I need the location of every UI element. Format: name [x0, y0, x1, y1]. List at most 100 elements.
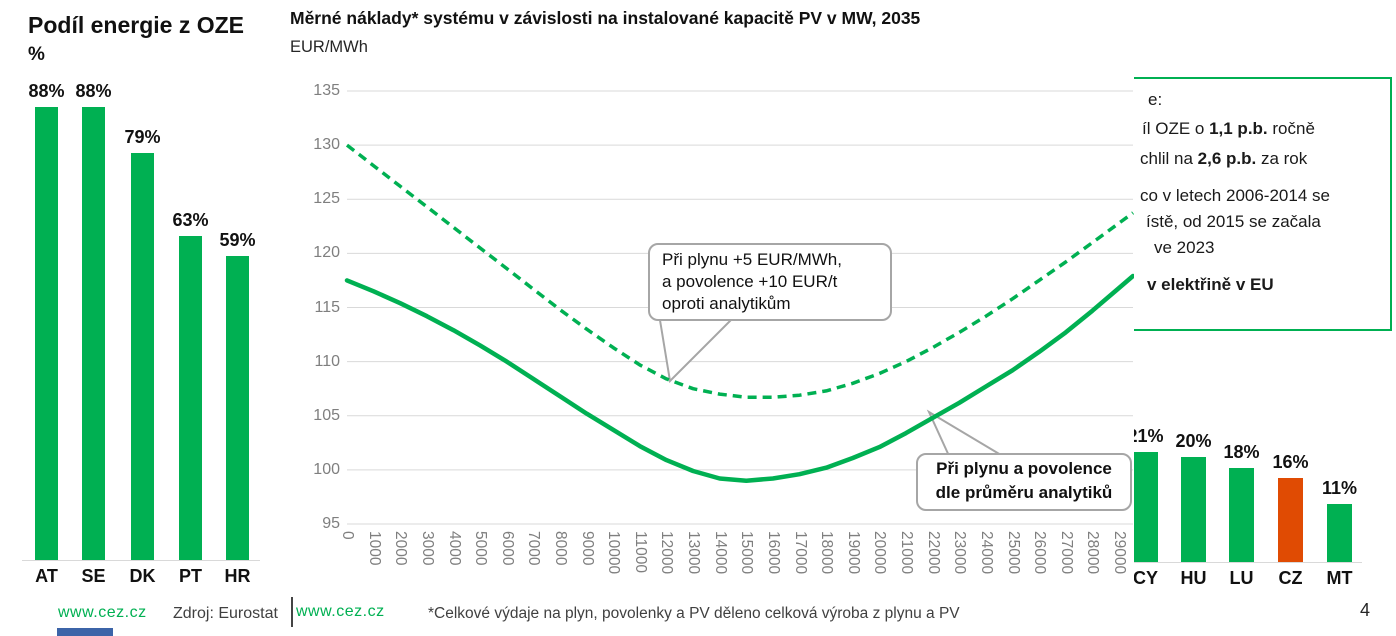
infobox-text-segment: ročně	[1267, 119, 1315, 138]
right-chart-baseline	[1118, 562, 1362, 563]
callout-solid-series: Při plynu a povolence dle průměru analyti…	[916, 453, 1132, 511]
y-tick-label: 115	[314, 299, 340, 316]
infobox-text-segment: v elektřině v EU	[1147, 275, 1274, 294]
infobox-line: co v letech 2006-2014 se	[1140, 186, 1330, 206]
main-chart-unit: EUR/MWh	[290, 38, 368, 56]
x-tick-label: 23000	[951, 531, 969, 575]
bar-value-label: 11%	[1321, 478, 1358, 498]
x-tick-label: 3000	[418, 531, 436, 566]
callout-text-line: oproti analytikům	[662, 294, 791, 313]
y-tick-label: 125	[313, 190, 340, 207]
x-tick-label: 26000	[1031, 531, 1049, 575]
main-chart-title: Měrné náklady* systému v závislosti na i…	[290, 8, 921, 28]
x-tick-label: 13000	[685, 531, 703, 575]
x-tick-label: 18000	[818, 531, 836, 575]
bar-category-label: PT	[178, 566, 202, 586]
y-tick-label: 100	[313, 461, 340, 478]
main-chart-canvas: Měrné náklady* systému v závislosti na i…	[288, 0, 1134, 636]
object-edge-cursor	[291, 597, 293, 627]
infobox-text-segment: za rok	[1256, 149, 1308, 168]
x-tick-label: 21000	[898, 531, 915, 575]
callout-text-line: Při plynu +5 EUR/MWh,	[662, 250, 842, 269]
left-chart-title: Podíl energie z OZE	[28, 12, 244, 38]
bar-value-label: 18%	[1223, 442, 1260, 462]
infobox-line: ve 2023	[1154, 238, 1215, 258]
bar-value-label: 20%	[1175, 431, 1212, 451]
y-tick-label: 110	[314, 353, 340, 370]
callout-text-line: Při plynu a povolence	[936, 459, 1112, 478]
infobox-line: e:	[1148, 90, 1162, 110]
y-tick-label: 135	[313, 82, 340, 99]
x-tick-label: 6000	[498, 531, 516, 566]
bar-value-label: 63%	[172, 210, 209, 230]
x-tick-label: 16000	[764, 531, 782, 575]
bar-category-label: SE	[81, 566, 106, 586]
bar-category-label: MT	[1326, 568, 1353, 588]
bar-category-label: CY	[1132, 568, 1158, 588]
bar-value-label: 88%	[28, 81, 65, 101]
page-number: 4	[1360, 600, 1371, 620]
bar-CZ	[1278, 478, 1303, 562]
infobox-text-segment: 2,6 p.b.	[1197, 149, 1257, 168]
x-tick-label: 29000	[1111, 531, 1128, 575]
bar-MT	[1327, 504, 1352, 562]
bar-category-label: CZ	[1278, 568, 1303, 588]
x-tick-label: 9000	[578, 531, 596, 566]
x-tick-label: 25000	[1004, 531, 1022, 575]
y-tick-label: 120	[313, 244, 340, 261]
bar-HU	[1181, 457, 1206, 562]
x-tick-label: 5000	[472, 531, 490, 566]
left-footer-link[interactable]: www.cez.cz	[58, 604, 147, 621]
bar-AT	[35, 107, 58, 560]
x-tick-label: 8000	[552, 531, 569, 566]
x-tick-label: 22000	[924, 531, 942, 575]
x-tick-label: 2000	[392, 531, 410, 566]
y-tick-label: 105	[313, 407, 340, 424]
infobox-line: v elektřině v EU	[1147, 275, 1274, 295]
left-chart-baseline	[22, 560, 260, 561]
infobox-text-segment: íl OZE o	[1142, 119, 1210, 138]
infobox-line: íl OZE o 1,1 p.b. ročně	[1142, 119, 1315, 139]
bar-value-label: 79%	[124, 127, 161, 147]
bar-DK	[131, 153, 154, 560]
x-tick-label: 15000	[738, 531, 756, 575]
y-tick-label: 130	[313, 136, 340, 153]
infobox-text-segment: ve 2023	[1154, 238, 1215, 257]
infobox-text-segment: 1,1 p.b.	[1209, 119, 1268, 138]
infobox-line: ístě, od 2015 se začala	[1146, 212, 1321, 232]
bar-category-label: AT	[35, 566, 58, 586]
x-tick-label: 14000	[711, 531, 729, 575]
footer-blue-bar	[57, 628, 113, 636]
bar-PT	[179, 236, 202, 560]
x-tick-label: 28000	[1084, 531, 1102, 575]
y-tick-label: 95	[322, 515, 340, 532]
callout-dashed-series: Při plynu +5 EUR/MWh, a povolence +10 EUR…	[648, 243, 892, 321]
x-tick-label: 19000	[844, 531, 862, 575]
bar-value-label: 88%	[75, 81, 112, 101]
x-tick-label: 17000	[791, 531, 809, 575]
x-tick-label: 11000	[631, 531, 649, 573]
infobox-text-segment: chlil na	[1140, 149, 1198, 168]
x-tick-label: 12000	[658, 531, 676, 575]
left-footer-source: Zdroj: Eurostat	[173, 605, 278, 622]
callout-text-line: dle průměru analytiků	[935, 483, 1113, 502]
bar-value-label: 21%	[1127, 426, 1164, 446]
left-chart-unit: %	[28, 44, 45, 65]
x-tick-label: 4000	[445, 531, 463, 566]
main-footer-link[interactable]: www.cez.cz	[296, 603, 385, 620]
bar-category-label: LU	[1229, 568, 1254, 588]
callout-solid-pointer	[926, 409, 1010, 459]
bar-category-label: HR	[224, 566, 251, 586]
bar-category-label: HU	[1180, 568, 1207, 588]
x-tick-label: 7000	[525, 531, 543, 566]
x-tick-label: 24000	[977, 531, 995, 575]
infobox-line: chlil na 2,6 p.b. za rok	[1140, 149, 1307, 169]
infobox-text-segment: co v letech 2006-2014 se	[1140, 186, 1330, 205]
bar-category-label: DK	[129, 566, 156, 586]
bar-SE	[82, 107, 105, 560]
x-tick-label: 27000	[1057, 531, 1075, 575]
